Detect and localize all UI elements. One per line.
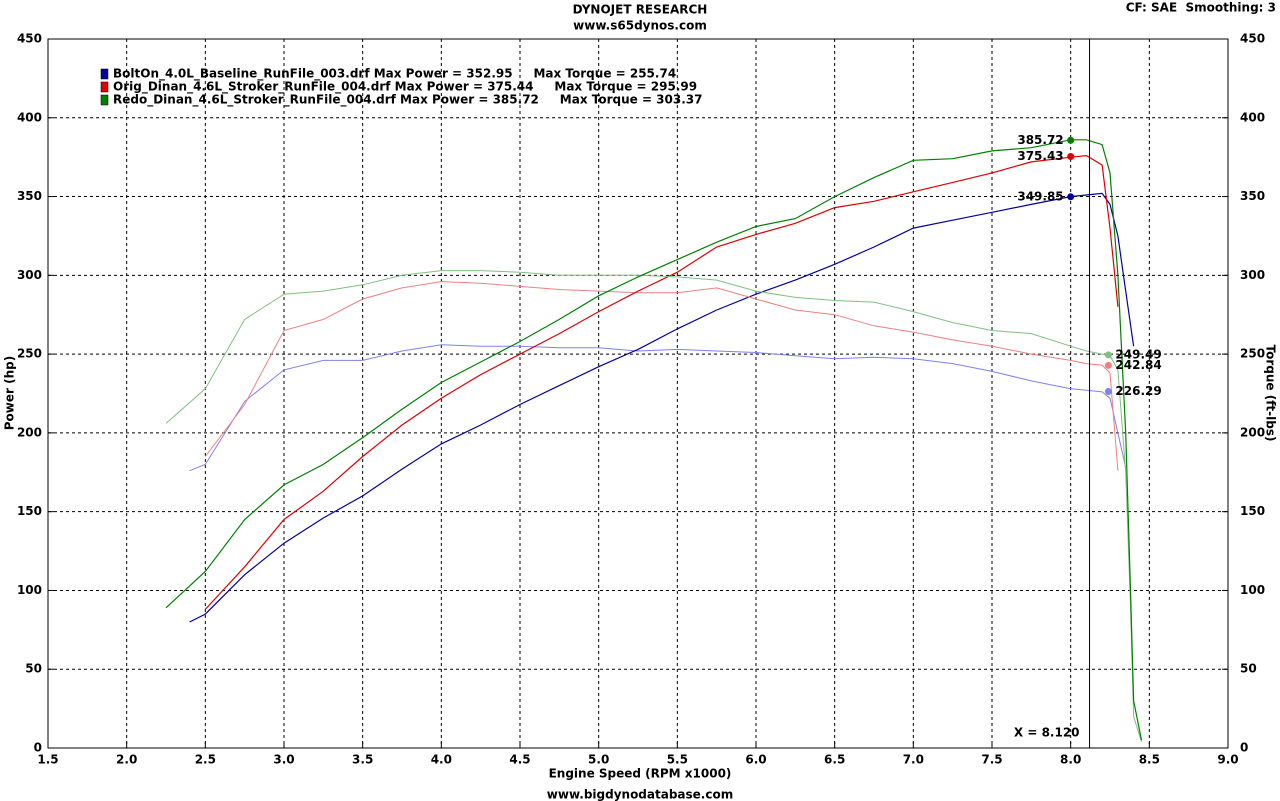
x-axis-label: Engine Speed (RPM x1000) bbox=[549, 767, 732, 781]
legend-swatch bbox=[100, 81, 109, 93]
y-axis-label: Power (hp) bbox=[3, 356, 17, 430]
torque-marker-label: 226.29 bbox=[1115, 384, 1161, 398]
torque-marker bbox=[1104, 351, 1112, 359]
y2-tick-label: 250 bbox=[1240, 347, 1265, 361]
plot-frame bbox=[47, 38, 1229, 749]
legend-swatch bbox=[100, 68, 109, 80]
x-tick-label: 8.5 bbox=[1139, 753, 1160, 767]
torque-marker-label: 249.49 bbox=[1115, 347, 1161, 361]
x-tick-label: 5.0 bbox=[588, 753, 609, 767]
y2-tick-label: 0 bbox=[1240, 741, 1248, 755]
y2-tick-label: 100 bbox=[1240, 583, 1265, 597]
y2-tick-label: 200 bbox=[1240, 425, 1265, 439]
y-tick-label: 200 bbox=[17, 425, 42, 439]
legend-entry: Orig_Dinan_4.6L_Stroker_RunFile_004.drf … bbox=[113, 80, 697, 95]
x-tick-label: 6.0 bbox=[745, 753, 766, 767]
torque-marker bbox=[1104, 361, 1112, 369]
chart-title: DYNOJET RESEARCH bbox=[573, 3, 708, 17]
y2-tick-label: 50 bbox=[1240, 662, 1257, 676]
power-marker bbox=[1067, 136, 1075, 144]
y-tick-label: 0 bbox=[34, 741, 42, 755]
x-tick-label: 3.0 bbox=[273, 753, 294, 767]
y2-tick-label: 350 bbox=[1240, 189, 1265, 203]
torque-line bbox=[189, 344, 1127, 472]
torque-line bbox=[204, 281, 1119, 471]
x-tick-label: 6.5 bbox=[824, 753, 845, 767]
power-line bbox=[165, 139, 1143, 741]
power-line bbox=[204, 154, 1119, 610]
y-tick-label: 150 bbox=[17, 504, 42, 518]
y-tick-label: 50 bbox=[25, 662, 42, 676]
power-line bbox=[189, 192, 1135, 623]
settings-label: CF: SAE Smoothing: 3 bbox=[1126, 1, 1276, 15]
x-tick-label: 4.5 bbox=[509, 753, 530, 767]
y-tick-label: 350 bbox=[17, 189, 42, 203]
y2-tick-label: 400 bbox=[1240, 110, 1265, 124]
x-tick-label: 8.0 bbox=[1060, 753, 1081, 767]
legend-entry: Redo_Dinan_4.6L_Stroker_RunFile_004.drf … bbox=[113, 93, 702, 108]
x-tick-label: 5.5 bbox=[667, 753, 688, 767]
x-tick-label: 7.5 bbox=[981, 753, 1002, 767]
x-tick-label: 2.5 bbox=[195, 753, 216, 767]
y-tick-label: 450 bbox=[17, 32, 42, 46]
x-tick-label: 1.5 bbox=[37, 753, 58, 767]
legend-swatch bbox=[100, 94, 109, 106]
x-tick-label: 7.0 bbox=[903, 753, 924, 767]
power-marker-label: 385.72 bbox=[1017, 133, 1063, 147]
x-tick-label: 3.5 bbox=[352, 753, 373, 767]
y2-tick-label: 450 bbox=[1240, 32, 1265, 46]
legend-entry: BoltOn_4.0L_Baseline_RunFile_003.drf Max… bbox=[113, 67, 676, 82]
power-marker-label: 375.43 bbox=[1017, 149, 1063, 163]
y2-tick-label: 150 bbox=[1240, 504, 1265, 518]
x-tick-label: 9.0 bbox=[1217, 753, 1238, 767]
y-tick-label: 400 bbox=[17, 110, 42, 124]
chart-subtitle: www.s65dynos.com bbox=[573, 19, 707, 33]
y2-axis-label: Torque (ft-lbs) bbox=[1264, 345, 1278, 442]
y-tick-label: 250 bbox=[17, 347, 42, 361]
x-tick-label: 2.0 bbox=[116, 753, 137, 767]
y-tick-label: 300 bbox=[17, 268, 42, 282]
y2-tick-label: 300 bbox=[1240, 268, 1265, 282]
cursor-label: X = 8.120 bbox=[1014, 726, 1080, 740]
torque-marker-label: 242.84 bbox=[1115, 358, 1161, 372]
power-marker bbox=[1067, 193, 1075, 201]
power-marker bbox=[1067, 152, 1075, 160]
x-tick-label: 4.0 bbox=[431, 753, 452, 767]
power-marker-label: 349.85 bbox=[1017, 189, 1063, 203]
y-tick-label: 100 bbox=[17, 583, 42, 597]
torque-marker bbox=[1104, 387, 1112, 395]
footer: www.bigdynodatabase.com bbox=[547, 788, 733, 801]
